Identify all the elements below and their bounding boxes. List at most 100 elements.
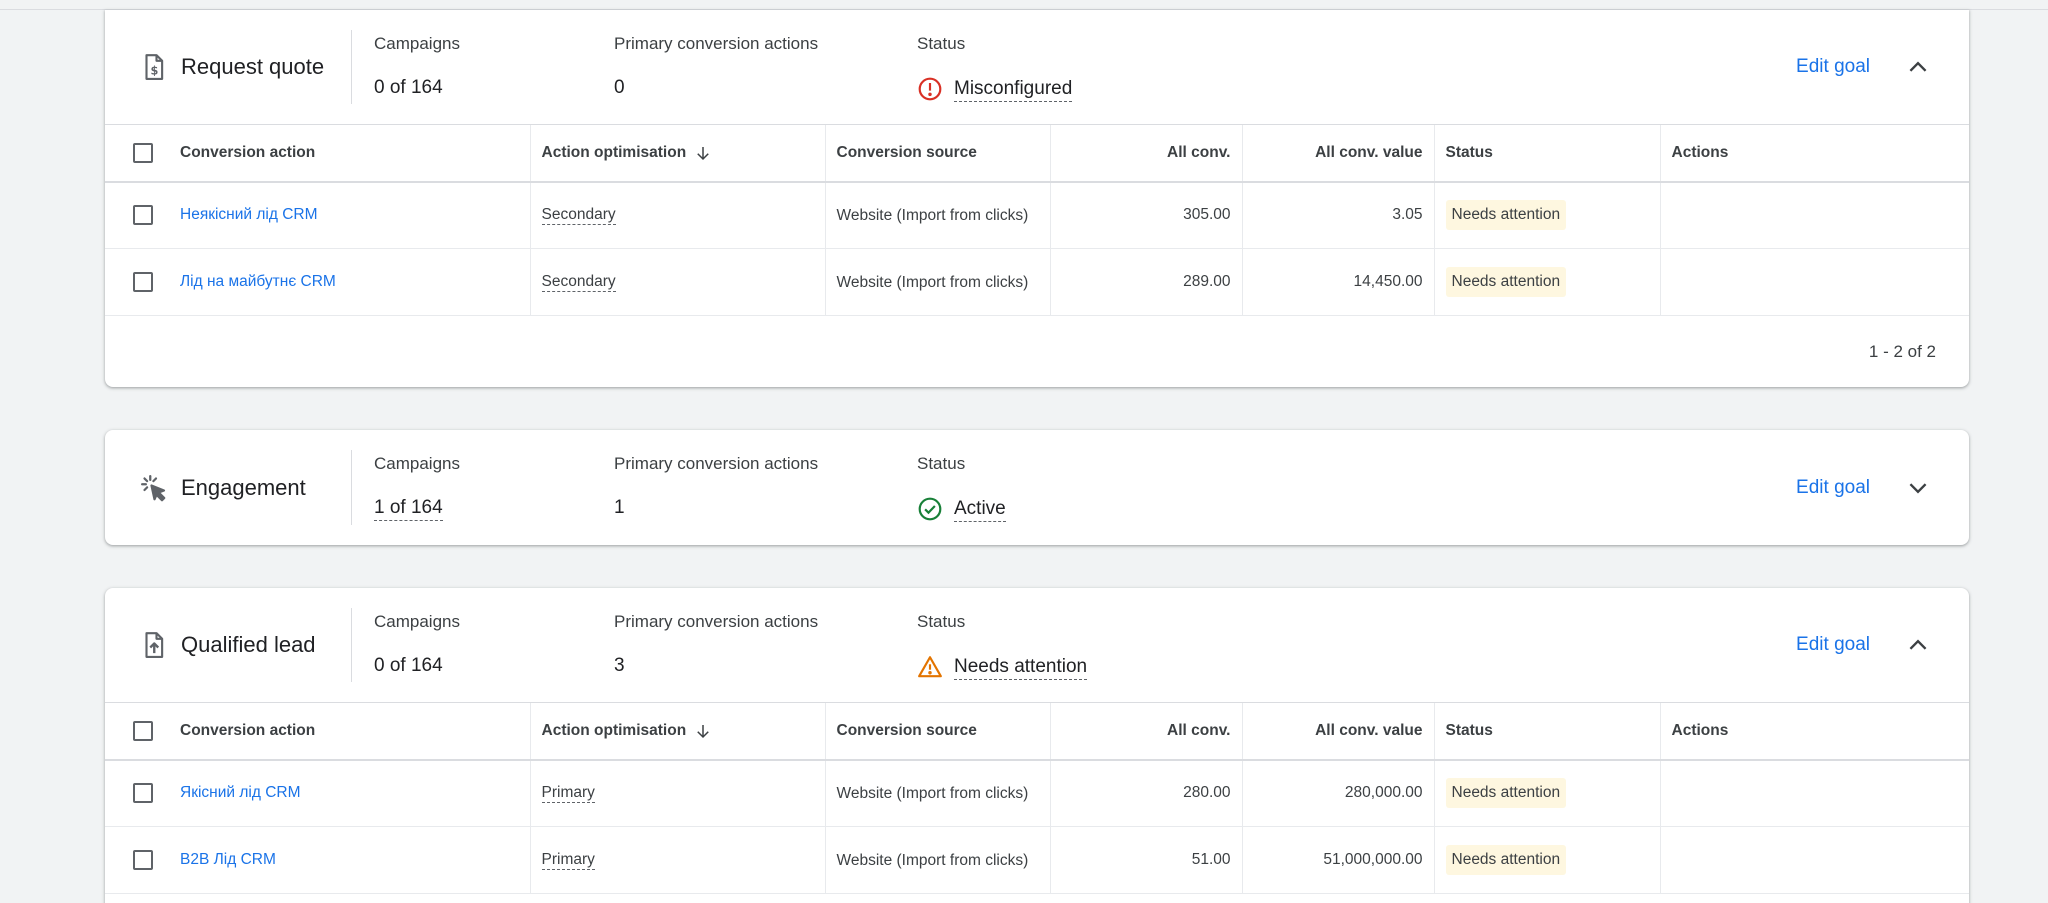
all-conv-value: 289.00 — [1049, 248, 1242, 316]
campaigns-metric: Campaigns 0 of 164 — [374, 610, 460, 678]
all-conv-value: 280.00 — [1049, 759, 1242, 827]
col-all-conv[interactable]: All conv. — [1049, 124, 1242, 183]
col-status[interactable]: Status — [1433, 124, 1660, 183]
col-action-optimisation[interactable]: Action optimisation — [529, 702, 825, 761]
actions-cell — [1659, 248, 1969, 316]
engagement-click-icon — [139, 473, 169, 503]
status-badge: Needs attention — [1445, 200, 1567, 231]
status-badge: Needs attention — [1445, 267, 1567, 297]
edit-goal-button[interactable]: Edit goal — [1796, 476, 1870, 498]
campaigns-value: 0 of 164 — [374, 77, 443, 98]
campaigns-metric: Campaigns 0 of 164 — [374, 32, 460, 100]
conversion-action-link[interactable]: Лід на майбутнє CRM — [180, 273, 336, 290]
row-checkbox[interactable] — [133, 783, 153, 804]
goal-name: Engagement — [181, 474, 306, 500]
col-conversion-action[interactable]: Conversion action — [169, 124, 530, 183]
table-header-row: Conversion action Action optimisation Co… — [105, 124, 1969, 183]
status-metric: Status Misconfigured — [917, 32, 1073, 102]
optimisation-value[interactable]: Primary — [541, 784, 595, 804]
conversion-action-link[interactable]: B2B Лід CRM — [180, 851, 276, 868]
primary-actions-label: Primary conversion actions — [614, 34, 819, 53]
chevron-up-icon[interactable] — [1905, 54, 1931, 80]
check-circle-icon — [917, 496, 943, 522]
primary-actions-metric: Primary conversion actions 0 — [614, 32, 818, 100]
conversion-source: Website (Import from clicks) — [836, 206, 1029, 224]
all-conv-value: 305.00 — [1049, 181, 1242, 249]
status-label: Status — [917, 34, 966, 53]
col-conversion-source[interactable]: Conversion source — [824, 702, 1050, 761]
status-metric: Status Active — [917, 452, 1006, 522]
conversion-actions-table: Conversion action Action optimisation Co… — [105, 124, 1969, 316]
qualified-lead-doc-icon — [139, 630, 169, 660]
header-divider — [351, 608, 352, 682]
table-row: Лід на майбутнє CRM Secondary Website (I… — [105, 248, 1969, 316]
campaigns-value[interactable]: 1 of 164 — [374, 496, 460, 521]
col-conversion-action[interactable]: Conversion action — [169, 702, 530, 761]
svg-text:$: $ — [150, 65, 158, 78]
row-checkbox[interactable] — [133, 272, 153, 292]
header-divider — [351, 450, 352, 525]
campaigns-label: Campaigns — [374, 34, 460, 53]
goal-card-request-quote: $ Request quote Campaigns 0 of 164 Prima… — [105, 10, 1969, 387]
error-icon — [917, 76, 943, 102]
conversion-action-link[interactable]: Якісний лід CRM — [180, 784, 301, 802]
pagination-text: 1 - 2 of 2 — [1868, 341, 1936, 361]
col-conversion-source[interactable]: Conversion source — [824, 124, 1050, 183]
col-actions: Actions — [1659, 124, 1969, 183]
primary-actions-metric: Primary conversion actions 3 — [614, 610, 818, 678]
table-row: Якісний лід CRM Primary Website (Import … — [105, 759, 1969, 827]
primary-actions-metric: Primary conversion actions 1 — [614, 452, 818, 520]
select-all-checkbox[interactable] — [133, 142, 153, 163]
primary-actions-value: 1 — [614, 497, 625, 518]
col-all-conv-value[interactable]: All conv. value — [1241, 124, 1434, 183]
status-badge: Needs attention — [1445, 845, 1567, 875]
col-action-optimisation[interactable]: Action optimisation — [529, 124, 825, 183]
table-header-row: Conversion action Action optimisation Co… — [105, 702, 1969, 761]
goal-header: $ Request quote Campaigns 0 of 164 Prima… — [105, 10, 1969, 124]
goal-header: Qualified lead Campaigns 0 of 164 Primar… — [105, 588, 1969, 702]
conversion-actions-table: Conversion action Action optimisation Co… — [105, 702, 1969, 894]
all-conv-value-amount: 280,000.00 — [1241, 759, 1434, 827]
all-conv-value-amount: 3.05 — [1241, 181, 1434, 249]
status-value[interactable]: Active — [917, 496, 1006, 522]
page-top-divider — [0, 9, 2048, 10]
edit-goal-button[interactable]: Edit goal — [1796, 634, 1870, 655]
all-conv-value-amount: 14,450.00 — [1241, 248, 1434, 316]
col-all-conv-value[interactable]: All conv. value — [1241, 702, 1434, 761]
status-value[interactable]: Misconfigured — [917, 76, 1073, 102]
status-badge: Needs attention — [1445, 778, 1567, 809]
edit-goal-button[interactable]: Edit goal — [1796, 56, 1870, 77]
goal-card-engagement: Engagement Campaigns 1 of 164 Primary co… — [105, 430, 1969, 545]
primary-actions-value: 0 — [614, 77, 625, 98]
primary-actions-label: Primary conversion actions — [614, 612, 819, 631]
campaigns-label: Campaigns — [374, 612, 460, 631]
goal-card-qualified-lead: Qualified lead Campaigns 0 of 164 Primar… — [105, 588, 1969, 903]
status-label: Status — [917, 454, 966, 473]
goal-name: Qualified lead — [181, 632, 316, 657]
conversion-source: Website (Import from clicks) — [836, 784, 1029, 802]
optimisation-value[interactable]: Primary — [541, 851, 595, 870]
all-conv-value: 51.00 — [1049, 826, 1242, 894]
arrow-down-icon — [694, 722, 712, 740]
chevron-down-icon[interactable] — [1905, 475, 1931, 501]
warning-icon — [917, 654, 943, 680]
col-status[interactable]: Status — [1433, 702, 1660, 761]
conversion-source: Website (Import from clicks) — [836, 273, 1029, 291]
row-checkbox[interactable] — [133, 205, 153, 226]
goal-header: Engagement Campaigns 1 of 164 Primary co… — [105, 430, 1969, 545]
optimisation-value[interactable]: Secondary — [541, 206, 616, 226]
row-checkbox[interactable] — [133, 850, 153, 870]
optimisation-value[interactable]: Secondary — [541, 273, 616, 292]
conversion-source: Website (Import from clicks) — [836, 851, 1029, 869]
col-all-conv[interactable]: All conv. — [1049, 702, 1242, 761]
chevron-up-icon[interactable] — [1905, 632, 1931, 658]
conversion-action-link[interactable]: Неякісний лід CRM — [180, 206, 318, 224]
campaigns-value: 0 of 164 — [374, 655, 443, 676]
header-divider — [351, 30, 352, 104]
status-value[interactable]: Needs attention — [917, 654, 1088, 680]
select-all-cell — [105, 124, 169, 183]
primary-actions-value: 3 — [614, 655, 625, 676]
actions-cell — [1659, 826, 1969, 894]
select-all-checkbox[interactable] — [133, 720, 153, 741]
all-conv-value-amount: 51,000,000.00 — [1241, 826, 1434, 894]
